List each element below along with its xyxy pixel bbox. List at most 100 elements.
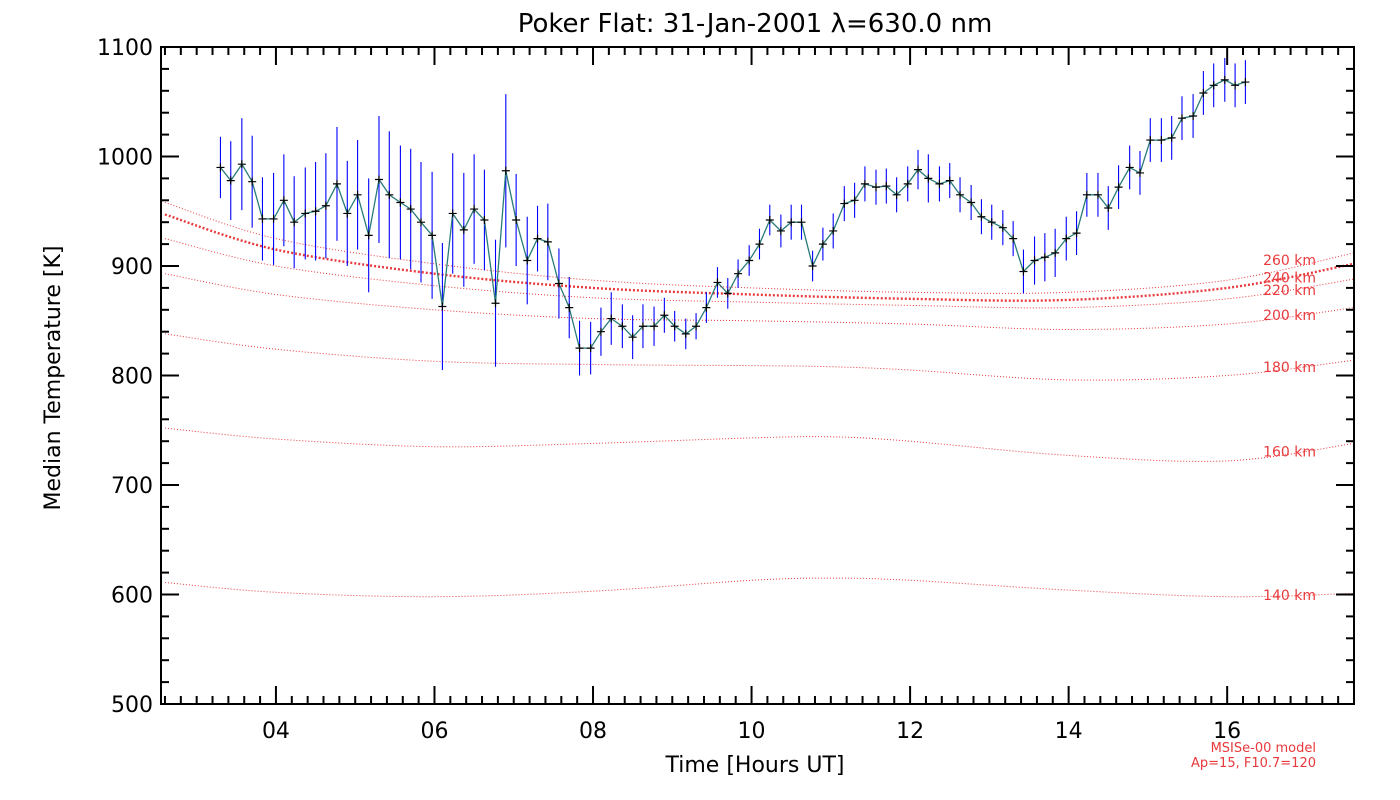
data-point	[1146, 136, 1155, 145]
data-point	[1199, 88, 1208, 97]
x-tick-label: 04	[262, 719, 290, 744]
data-point	[438, 302, 447, 311]
data-point	[448, 209, 457, 218]
data-point	[216, 163, 225, 172]
data-point	[533, 234, 542, 243]
model-curve-label: 200 km	[1263, 308, 1316, 324]
data-point	[818, 240, 827, 249]
data-point	[1040, 253, 1049, 262]
data-point	[1082, 190, 1091, 199]
data-point	[882, 182, 891, 191]
data-point	[765, 216, 774, 225]
data-point	[808, 262, 817, 270]
data-point	[702, 303, 711, 312]
model-curve-label: 260 km	[1263, 253, 1316, 269]
data-point	[575, 344, 584, 353]
y-tick-label: 700	[111, 474, 153, 499]
plot-frame	[160, 46, 1355, 705]
data-point	[1220, 75, 1229, 84]
x-tick-label: 12	[896, 719, 924, 744]
data-point	[660, 311, 669, 320]
data-point	[850, 196, 859, 205]
data-point	[1177, 114, 1186, 123]
data-point	[945, 176, 954, 185]
model-curve-label: 240 km	[1263, 271, 1316, 287]
plot-border	[160, 46, 1355, 705]
model-curve	[164, 273, 1354, 331]
data-point	[290, 218, 299, 227]
data-point	[565, 303, 574, 312]
data-point	[1062, 234, 1071, 243]
data-point	[226, 176, 235, 185]
model-curve-label: 160 km	[1263, 444, 1316, 460]
data-point	[734, 269, 743, 278]
data-point	[1167, 133, 1176, 142]
data-point	[1189, 111, 1198, 120]
data-point	[311, 207, 320, 216]
data-point	[723, 289, 732, 298]
y-tick-label: 600	[111, 584, 153, 609]
y-axis-label: Median Temperature [K]	[41, 246, 66, 511]
data-point	[396, 198, 405, 207]
data-point	[501, 166, 510, 175]
data-point	[967, 198, 976, 207]
data-point	[1093, 190, 1102, 199]
y-tick-label: 500	[111, 693, 153, 718]
data-point	[860, 179, 869, 188]
data-point	[681, 329, 690, 338]
data-point	[924, 174, 933, 183]
model-curve	[164, 238, 1354, 309]
data-point	[385, 190, 394, 199]
data-point	[1209, 81, 1218, 90]
model-curve-label: 180 km	[1263, 360, 1316, 376]
x-tick-label: 06	[420, 719, 448, 744]
data-point	[713, 278, 722, 287]
data-point	[523, 256, 532, 265]
data-point	[1104, 203, 1113, 212]
data-point	[1114, 183, 1123, 192]
data-point	[638, 322, 647, 331]
data-line	[219, 79, 1246, 349]
data-point	[1157, 136, 1166, 145]
y-tick-label: 900	[111, 255, 153, 280]
data-point	[1241, 78, 1250, 87]
model-curve	[164, 333, 1354, 381]
x-tick-label: 10	[738, 719, 766, 744]
data-point	[374, 175, 383, 184]
data-point	[470, 205, 479, 214]
data-point	[269, 214, 278, 223]
data-point	[1019, 267, 1028, 276]
model-curve	[164, 427, 1354, 462]
data-point	[977, 212, 986, 221]
model-curve-label: 220 km	[1263, 283, 1316, 299]
data-point	[607, 314, 616, 323]
data-point	[279, 196, 288, 205]
data-point	[692, 322, 701, 331]
model-note-line-1: MSISe-00 model	[1211, 741, 1316, 756]
data-point	[491, 299, 500, 308]
data-point	[480, 216, 489, 225]
data-point	[935, 179, 944, 188]
model-curve-label: 140 km	[1263, 588, 1316, 604]
data-point	[987, 218, 996, 227]
y-tick-label: 1000	[97, 146, 153, 171]
data-point	[417, 218, 426, 227]
x-tick-label: 16	[1213, 719, 1241, 744]
y-tick-label: 800	[111, 365, 153, 390]
data-point	[1125, 163, 1134, 172]
data-point	[258, 214, 267, 223]
measurement-line	[219, 79, 1246, 349]
data-point	[343, 209, 352, 218]
data-point	[1009, 234, 1018, 243]
data-point	[998, 223, 1007, 232]
x-tick-label: 08	[579, 719, 607, 744]
data-point	[554, 279, 563, 288]
axis-ticks: 04 06 08 10 12 14 16 500 600 700 800 900 1000 1100	[97, 36, 1355, 744]
data-point	[586, 344, 595, 353]
model-curve	[164, 577, 1354, 598]
data-point	[914, 165, 923, 174]
error-bars	[219, 57, 1246, 376]
data-point	[892, 190, 901, 199]
data-point	[301, 209, 310, 218]
model-curves	[164, 202, 1354, 598]
